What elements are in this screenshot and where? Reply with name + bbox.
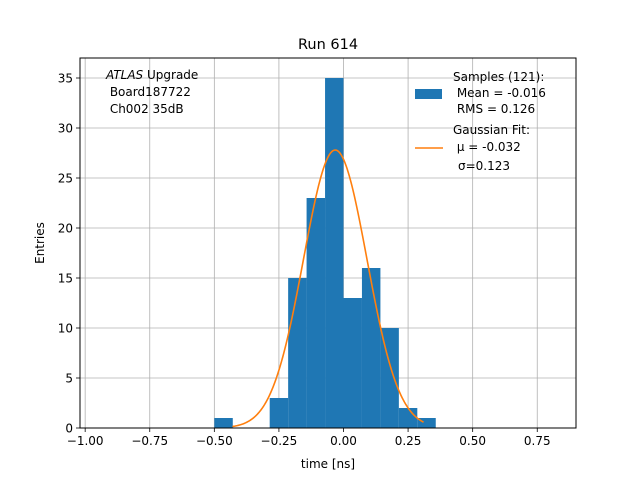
legend-histogram-line-1: Samples (121): — [453, 70, 544, 84]
annotation-line-3: Ch002 35dB — [106, 102, 184, 116]
histogram-bar — [325, 78, 344, 428]
y-tick-label: 20 — [58, 222, 73, 236]
legend-fit-line-3: σ=0.123 — [458, 159, 510, 173]
legend-fit-line-2: μ = -0.032 — [453, 140, 521, 154]
x-tick-label: −0.25 — [261, 434, 298, 448]
y-axis-label: Entries — [33, 222, 47, 264]
y-tick-label: 10 — [58, 322, 73, 336]
histogram-bar — [361, 268, 381, 428]
x-tick-label: 0.75 — [524, 434, 551, 448]
y-tick-label: 5 — [65, 372, 73, 386]
x-axis-label: time [ns] — [301, 457, 355, 471]
histogram-bars — [214, 78, 436, 428]
gaussian-fit-curve — [232, 149, 424, 428]
y-tick-label: 35 — [58, 72, 73, 86]
legend-histogram-line-3: RMS = 0.126 — [453, 102, 535, 116]
y-tick-label: 15 — [58, 272, 73, 286]
legend-histogram-line-2: Mean = -0.016 — [453, 86, 546, 100]
atlas-annotation: ATLAS Upgrade Board187722 Ch002 35dB — [105, 68, 198, 116]
y-tick-label: 25 — [58, 172, 73, 186]
histogram-bar — [269, 398, 289, 428]
x-tick-label: 0.50 — [459, 434, 486, 448]
histogram-bar — [288, 278, 307, 428]
x-tick-label: −0.75 — [131, 434, 168, 448]
x-axis-ticks: −1.00 −0.75 −0.50 −0.25 0.00 0.25 0.50 0.75 — [67, 428, 551, 448]
axes-frame — [79, 57, 577, 429]
x-tick-label: −1.00 — [67, 434, 104, 448]
x-tick-label: 0.25 — [395, 434, 422, 448]
legend-fit-line-1: Gaussian Fit: — [453, 123, 530, 137]
annotation-upgrade: Upgrade — [143, 68, 198, 82]
x-tick-label: −0.50 — [196, 434, 233, 448]
y-tick-label: 30 — [58, 122, 73, 136]
y-tick-label: 0 — [65, 422, 73, 436]
annotation-line-1: ATLAS Upgrade — [105, 68, 198, 82]
histogram-bar — [214, 418, 233, 428]
legend-histogram-swatch — [415, 89, 442, 99]
histogram-bar — [306, 198, 326, 428]
histogram-bar — [417, 418, 436, 428]
annotation-line-2: Board187722 — [106, 85, 191, 99]
legend: Samples (121): Mean = -0.016 RMS = 0.126… — [415, 70, 546, 173]
x-tick-label: 0.00 — [330, 434, 357, 448]
annotation-atlas-italic: ATLAS — [105, 68, 144, 82]
histogram-bar — [398, 408, 418, 428]
histogram-bar — [380, 328, 399, 428]
chart-title: Run 614 — [298, 37, 358, 53]
histogram-bar — [343, 298, 362, 428]
y-axis-ticks: 0 5 10 15 20 25 30 35 — [58, 72, 80, 436]
